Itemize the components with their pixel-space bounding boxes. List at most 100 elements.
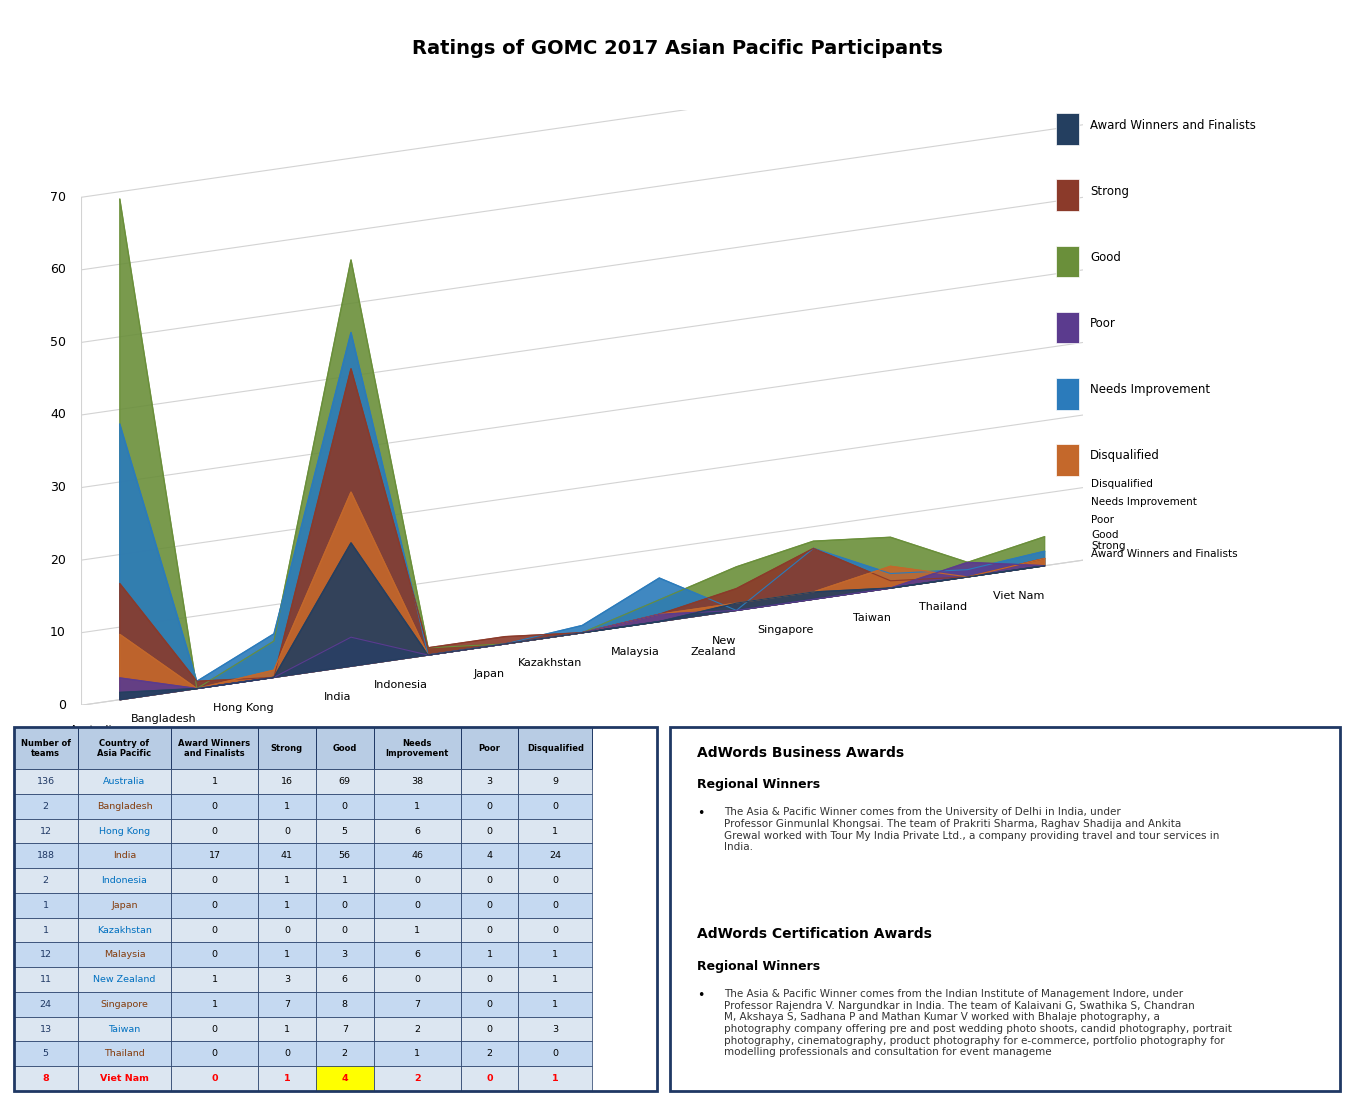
Bar	[171, 727, 257, 769]
Text: Regional Winners: Regional Winners	[697, 778, 821, 791]
Text: 56: 56	[338, 851, 351, 861]
Bar	[519, 727, 593, 769]
Bar	[460, 819, 519, 843]
Bar	[315, 1017, 374, 1041]
Text: 5: 5	[43, 1049, 49, 1058]
Bar	[460, 968, 519, 992]
Bar	[259, 992, 315, 1017]
Text: Taiwan: Taiwan	[853, 614, 891, 624]
Bar	[14, 727, 79, 769]
Text: The Asia & Pacific Winner comes from the Indian Institute of Management Indore, : The Asia & Pacific Winner comes from the…	[724, 990, 1232, 1057]
Text: India: India	[324, 692, 351, 702]
Text: Award Winners and Finalists: Award Winners and Finalists	[1091, 549, 1238, 560]
Bar	[315, 819, 374, 843]
Polygon shape	[119, 491, 1045, 700]
Bar	[374, 819, 460, 843]
Text: 0: 0	[341, 802, 348, 811]
Text: 0: 0	[211, 1074, 218, 1083]
Bar	[171, 1041, 257, 1067]
Text: 1: 1	[486, 950, 493, 960]
Text: 0: 0	[486, 1074, 493, 1083]
Text: 0: 0	[211, 926, 218, 934]
Bar	[171, 918, 257, 942]
Polygon shape	[119, 199, 1045, 700]
Text: Needs Improvement: Needs Improvement	[1091, 497, 1197, 507]
Text: 7: 7	[414, 1000, 420, 1008]
Text: 0: 0	[211, 900, 218, 910]
Bar	[374, 992, 460, 1017]
Bar	[79, 1067, 171, 1091]
Text: Number of
teams: Number of teams	[20, 738, 70, 758]
Text: 1: 1	[211, 975, 218, 984]
Text: 1: 1	[552, 826, 558, 835]
Bar	[460, 769, 519, 793]
Text: AdWords Certification Awards: AdWords Certification Awards	[697, 927, 932, 941]
Text: Kazakhstan: Kazakhstan	[97, 926, 152, 934]
Text: 4: 4	[486, 851, 493, 861]
Bar	[519, 1067, 593, 1091]
Text: Malaysia: Malaysia	[611, 647, 659, 657]
Text: 0: 0	[486, 926, 493, 934]
Text: 1: 1	[552, 1000, 558, 1008]
Text: 8: 8	[42, 1074, 49, 1083]
Bar	[171, 769, 257, 793]
Bar	[79, 992, 171, 1017]
Polygon shape	[119, 369, 1045, 700]
Text: Needs
Improvement: Needs Improvement	[386, 738, 448, 758]
Text: 69: 69	[338, 777, 351, 786]
Text: 1: 1	[43, 900, 49, 910]
Text: 0: 0	[414, 975, 420, 984]
Text: 0: 0	[486, 900, 493, 910]
Text: 1: 1	[552, 975, 558, 984]
Bar	[519, 992, 593, 1017]
Text: 1: 1	[211, 777, 218, 786]
Text: 30: 30	[50, 482, 66, 494]
Text: 9: 9	[552, 777, 558, 786]
Text: Malaysia: Malaysia	[104, 950, 145, 960]
Text: Good: Good	[1090, 251, 1121, 263]
Bar	[79, 918, 171, 942]
Text: 13: 13	[39, 1025, 51, 1034]
Text: 136: 136	[37, 777, 54, 786]
Bar	[374, 918, 460, 942]
Bar	[14, 942, 79, 968]
Bar	[374, 868, 460, 893]
Bar	[14, 1017, 79, 1041]
Text: 2: 2	[414, 1025, 420, 1034]
Text: Poor: Poor	[1091, 516, 1114, 526]
Bar	[315, 968, 374, 992]
Text: 1: 1	[284, 1025, 290, 1034]
Bar	[315, 1067, 374, 1091]
Text: 0: 0	[341, 926, 348, 934]
Polygon shape	[119, 333, 1045, 700]
Bar	[79, 1041, 171, 1067]
Text: 7: 7	[341, 1025, 348, 1034]
Bar	[79, 1017, 171, 1041]
Bar	[14, 1067, 79, 1091]
Text: 8: 8	[341, 1000, 348, 1008]
Bar	[460, 868, 519, 893]
Text: Taiwan: Taiwan	[108, 1025, 141, 1034]
Bar	[171, 793, 257, 819]
Bar	[374, 942, 460, 968]
Text: Strong: Strong	[1090, 185, 1129, 197]
Bar	[1056, 180, 1079, 212]
Text: Disqualified: Disqualified	[1090, 450, 1160, 462]
Bar	[259, 1017, 315, 1041]
Text: 0: 0	[486, 802, 493, 811]
Bar	[14, 992, 79, 1017]
Text: 0: 0	[486, 1025, 493, 1034]
Text: 41: 41	[280, 851, 292, 861]
Text: Australia: Australia	[70, 725, 119, 735]
Bar	[460, 727, 519, 769]
Text: 1: 1	[284, 876, 290, 885]
Bar	[171, 819, 257, 843]
Bar	[14, 769, 79, 793]
Text: 60: 60	[50, 263, 66, 277]
Text: Singapore: Singapore	[757, 625, 814, 635]
Text: Indonesia: Indonesia	[102, 876, 148, 885]
Bar	[14, 918, 79, 942]
Text: 12: 12	[39, 950, 51, 960]
Text: 1: 1	[552, 1074, 559, 1083]
Bar	[79, 893, 171, 918]
